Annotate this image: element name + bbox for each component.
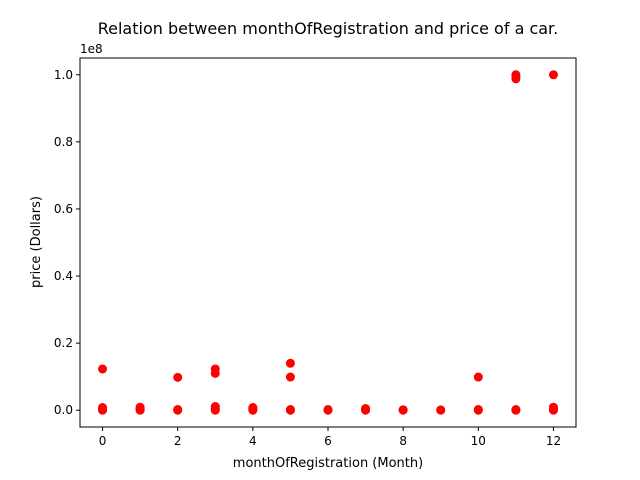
plot-frame (79, 57, 577, 428)
data-point-3 (98, 403, 108, 413)
data-point-17 (210, 364, 220, 374)
data-point-47 (548, 70, 558, 80)
x-tick-label: 6 (324, 434, 332, 448)
data-point-36 (473, 405, 483, 415)
x-axis: 0 2 4 6 8 10 12 (99, 427, 561, 448)
data-point-46 (548, 402, 558, 412)
y-tick-label: 0.6 (54, 202, 73, 216)
data-point-37 (473, 372, 483, 382)
chart-title: Relation between monthOfRegistration and… (98, 19, 559, 38)
data-point-39 (511, 405, 521, 415)
x-tick-label: 0 (99, 434, 107, 448)
y-axis-label: price (Dollars) (29, 196, 44, 288)
y-tick-label: 0.0 (54, 403, 73, 417)
x-tick-label: 4 (249, 434, 257, 448)
data-point-25 (285, 358, 295, 368)
y-axis: 0.0 0.2 0.4 0.6 0.8 1.0 (54, 68, 80, 417)
x-tick-label: 10 (471, 434, 486, 448)
y-offset-label: 1e8 (80, 42, 103, 56)
y-tick-label: 0.2 (54, 336, 73, 350)
data-point-10 (173, 405, 183, 415)
data-points (98, 70, 558, 415)
x-tick-label: 12 (546, 434, 561, 448)
data-point-27 (323, 405, 333, 415)
data-point-21 (248, 403, 258, 413)
data-point-30 (361, 404, 371, 414)
data-point-11 (173, 372, 183, 382)
x-axis-label: monthOfRegistration (Month) (233, 456, 423, 471)
x-tick-label: 2 (174, 434, 182, 448)
data-point-34 (436, 405, 446, 415)
data-point-24 (285, 372, 295, 382)
data-point-32 (398, 405, 408, 415)
data-point-42 (511, 70, 521, 80)
x-tick-label: 8 (399, 434, 407, 448)
y-tick-label: 0.4 (54, 269, 73, 283)
data-point-23 (285, 405, 295, 415)
data-point-15 (210, 402, 220, 412)
data-point-8 (135, 402, 145, 412)
y-tick-label: 0.8 (54, 135, 73, 149)
data-point-4 (98, 364, 108, 374)
y-tick-label: 1.0 (54, 68, 73, 82)
